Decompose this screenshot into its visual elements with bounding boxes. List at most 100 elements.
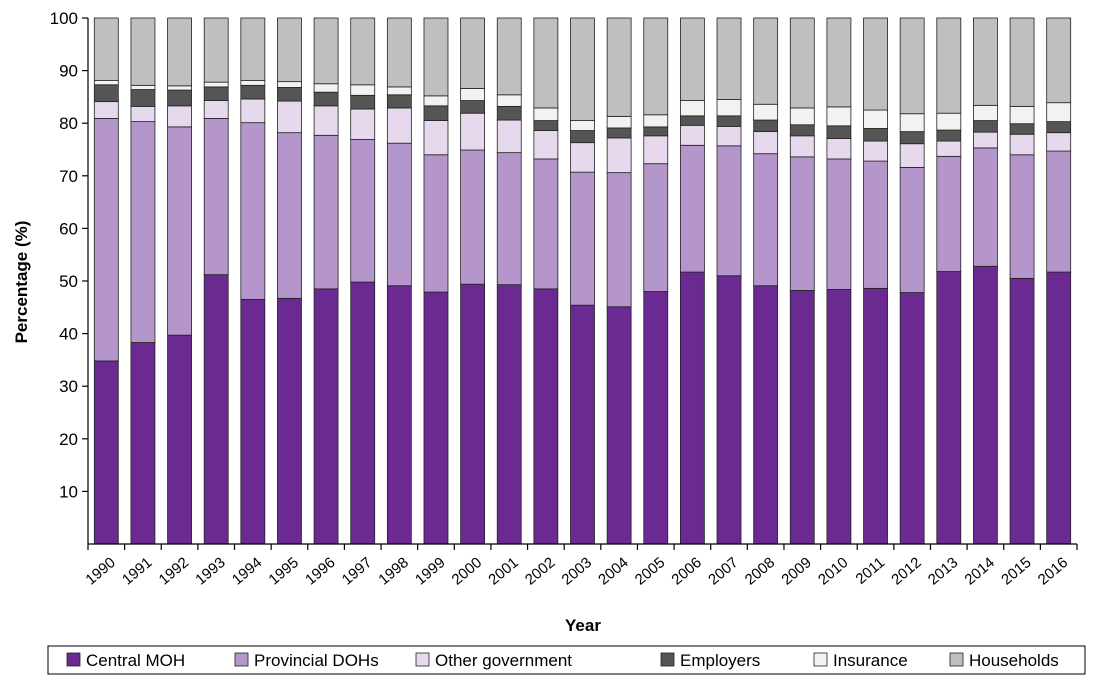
bar-segment-1997-1 (350, 139, 376, 283)
legend-label-3: Employers (680, 651, 760, 670)
bar-segment-1997-4 (350, 84, 376, 96)
legend-label-5: Households (969, 651, 1059, 670)
bar-segment-2012-1 (899, 166, 925, 293)
bar-segment-2005-3 (643, 126, 669, 137)
bar-segment-2004-4 (606, 115, 632, 129)
bar-segment-2012-4 (899, 113, 925, 133)
bar-segment-1994-3 (240, 84, 266, 100)
bar-segment-1992-4 (167, 85, 192, 91)
bar-segment-2010-1 (826, 158, 852, 290)
bar-segment-1997-2 (350, 108, 376, 140)
bar-segment-2011-1 (863, 160, 888, 289)
bar-segment-1998-1 (386, 142, 412, 287)
bar-segment-2016-0 (1046, 271, 1072, 545)
legend-swatch-0 (66, 652, 81, 667)
bar-segment-2007-0 (716, 275, 742, 545)
bar-segment-1998-5 (386, 17, 412, 88)
bar-segment-2000-3 (460, 100, 486, 114)
x-tick-label: 2014 (962, 554, 998, 588)
bar-segment-2003-4 (570, 120, 595, 131)
bar-segment-2011-0 (863, 287, 888, 545)
legend: Central MOH Provincial DOHs Other governme… (47, 645, 1086, 675)
bar-segment-2015-1 (1009, 154, 1035, 279)
bar-segment-2015-0 (1009, 277, 1035, 545)
bar-segment-2008-0 (753, 285, 779, 545)
legend-label-4: Insurance (833, 651, 908, 670)
bar-segment-1991-4 (130, 84, 156, 90)
bar-segment-2000-2 (460, 112, 486, 151)
bar-segment-1993-5 (203, 17, 229, 83)
bar-segment-1994-0 (240, 299, 266, 545)
x-axis: 1990 1991 1992 1993 1994 1995 1996 1997 1998 1999… (82, 543, 1078, 589)
x-tick-label: 2008 (742, 554, 778, 588)
bar-segment-1993-0 (203, 274, 229, 545)
bar-segment-2006-2 (679, 124, 705, 146)
bar-segment-2009-0 (789, 290, 815, 545)
bar-segment-2010-4 (826, 106, 852, 127)
bar-segment-2004-2 (606, 137, 632, 174)
x-tick-label: 2010 (815, 554, 851, 588)
bar-segment-1992-1 (167, 126, 192, 336)
x-tick-label: 2012 (888, 554, 924, 588)
bar-segment-1994-4 (240, 80, 266, 86)
bar-segment-1996-0 (313, 288, 339, 545)
bar-segment-1998-3 (386, 94, 412, 109)
bar-segment-2015-2 (1009, 133, 1035, 156)
legend-label-1: Provincial DOHs (254, 651, 379, 670)
plot-area (93, 17, 1072, 545)
bar-segment-2012-2 (899, 143, 925, 168)
bar-segment-1995-4 (277, 81, 302, 88)
legend-swatch-5 (949, 652, 964, 667)
bar-segment-2016-1 (1046, 150, 1072, 273)
x-tick-label: 2013 (925, 554, 961, 588)
bar-segment-2006-1 (679, 144, 705, 273)
bar-segment-1997-0 (350, 281, 376, 545)
bar-segment-2005-4 (643, 114, 669, 128)
bar-segment-1998-2 (386, 107, 412, 144)
bar-segment-2007-4 (716, 99, 742, 117)
bar-segment-2013-4 (936, 112, 962, 131)
y-axis-title: Percentage (%) (12, 221, 31, 344)
x-tick-label: 1993 (192, 554, 228, 588)
bar-segment-1992-3 (167, 89, 192, 107)
legend-label-0: Central MOH (86, 651, 185, 670)
bar-segment-2014-1 (973, 147, 998, 267)
bar-segment-2003-5 (570, 17, 595, 121)
bar-segment-1996-2 (313, 105, 339, 136)
y-axis: 10 20 30 40 50 60 70 80 90 100 (50, 9, 89, 544)
bar-segment-1993-1 (203, 118, 229, 276)
bar-segment-2003-2 (570, 142, 595, 173)
bar-segment-2003-1 (570, 171, 595, 306)
bar-segment-1996-1 (313, 134, 339, 290)
bar-segment-2002-0 (533, 288, 559, 545)
bar-segment-2012-3 (899, 131, 925, 145)
x-tick-label: 2007 (705, 554, 741, 588)
bar-segment-1995-5 (277, 17, 302, 83)
x-tick-label: 1998 (375, 554, 411, 588)
bar-segment-2008-3 (753, 119, 779, 133)
bar-segment-1991-5 (130, 17, 156, 86)
bar-segment-1995-0 (277, 297, 302, 545)
legend-swatch-1 (234, 652, 249, 667)
bar-segment-1992-0 (167, 334, 192, 545)
bar-segment-2016-5 (1046, 17, 1072, 104)
bar-segment-1996-5 (313, 17, 339, 85)
bar-segment-2007-5 (716, 17, 742, 100)
bar-segment-2008-5 (753, 17, 779, 105)
bar-segment-2011-5 (863, 17, 888, 111)
bar-segment-2009-3 (789, 124, 815, 137)
bar-segment-1997-3 (350, 94, 376, 110)
y-tick-label: 20 (59, 430, 78, 449)
bar-segment-2011-2 (863, 140, 888, 162)
bar-segment-2009-1 (789, 156, 815, 291)
y-tick-label: 100 (50, 9, 78, 28)
y-tick-label: 80 (59, 114, 78, 133)
bar-segment-2000-1 (460, 149, 486, 285)
bar-segment-2000-0 (460, 283, 486, 545)
bar-segment-2007-2 (716, 125, 742, 147)
bar-segment-2001-3 (496, 105, 522, 121)
bar-segment-1997-5 (350, 17, 376, 86)
legend-swatch-4 (813, 652, 828, 667)
bar-segment-2009-4 (789, 107, 815, 126)
bar-segment-2013-3 (936, 129, 962, 142)
